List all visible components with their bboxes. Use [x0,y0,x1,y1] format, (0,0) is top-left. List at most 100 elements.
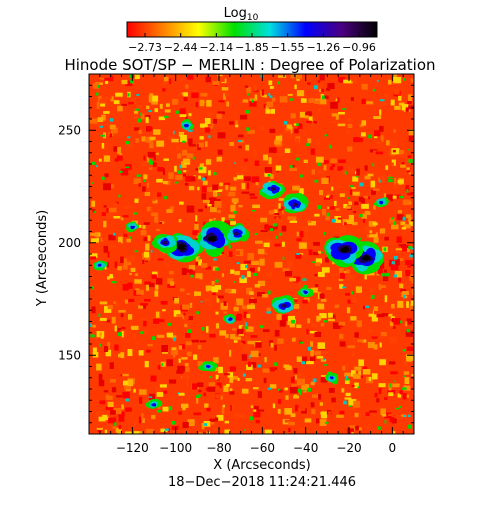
texture-cell [408,135,414,142]
texture-speck [400,320,403,324]
texture-cell [328,411,331,415]
map-features [93,118,389,409]
texture-cell [264,429,272,434]
texture-cell [197,186,200,191]
texture-cell [268,147,276,153]
texture-cell [113,100,120,105]
texture-cell [223,301,227,306]
texture-cell [122,391,130,399]
texture-cell [338,77,346,82]
texture-cell [123,230,128,238]
texture-speck [109,118,114,122]
texture-cell [314,274,318,277]
texture-cell [330,314,336,320]
texture-cell [261,94,268,98]
texture-speck [384,419,387,424]
texture-cell [162,406,169,412]
texture-speck [302,389,305,392]
texture-cell [394,105,401,110]
texture-speck [324,134,327,137]
texture-cell [231,198,239,203]
texture-cell [276,314,283,320]
texture-cell [365,412,370,417]
texture-cell [219,182,223,187]
texture-cell [201,422,205,430]
texture-cell [117,266,122,271]
texture-cell [96,410,105,418]
texture-cell [146,136,153,143]
texture-cell [285,395,289,400]
colorbar-tick-label: −1.85 [235,41,269,54]
texture-cell [243,311,248,319]
texture-cell [213,191,217,197]
texture-speck [233,281,236,283]
texture-cell [268,80,273,86]
texture-cell [213,357,219,364]
texture-cell [373,116,382,119]
texture-cell [302,390,307,393]
texture-cell [367,173,374,177]
texture-cell [116,155,123,161]
texture-cell [96,427,103,430]
texture-speck [148,160,154,165]
texture-cell [229,377,234,383]
texture-cell [247,253,254,260]
texture-cell [249,193,255,196]
texture-cell [257,391,262,398]
texture-cell [103,183,111,191]
texture-cell [96,237,99,242]
texture-cell [393,77,402,84]
texture-cell [141,413,144,420]
texture-cell [320,298,327,302]
texture-speck [259,325,264,328]
texture-cell [127,349,133,356]
texture-cell [118,414,125,422]
texture-cell [291,164,295,168]
texture-cell [99,317,107,321]
texture-cell [408,221,413,226]
texture-cell [209,206,217,213]
texture-cell [90,238,99,243]
texture-cell [397,393,402,398]
texture-cell [302,299,308,304]
texture-speck [246,127,250,131]
texture-speck [307,387,312,392]
texture-cell [140,230,147,236]
texture-cell [370,180,376,188]
texture-cell [309,331,317,334]
texture-cell [218,366,223,374]
texture-speck [302,278,307,281]
texture-cell [180,78,183,82]
texture-speck [241,275,245,279]
y-tick-label: 200 [58,236,81,250]
texture-cell [163,390,168,394]
texture-cell [321,209,326,216]
texture-cell [114,408,122,415]
texture-cell [168,172,174,180]
texture-cell [397,179,404,184]
texture-cell [239,342,244,347]
texture-cell [92,209,96,213]
texture-cell [162,88,166,92]
texture-cell [351,350,355,357]
texture-cell [344,372,353,377]
texture-cell [398,150,405,155]
texture-cell [110,379,116,383]
texture-cell [239,277,247,283]
texture-cell [237,377,240,381]
texture-speck [303,285,308,289]
texture-cell [278,217,283,224]
texture-cell [130,325,139,330]
texture-cell [156,278,163,285]
texture-speck [267,387,272,390]
texture-cell [315,258,322,264]
texture-cell [279,96,288,103]
texture-cell [202,180,208,185]
texture-cell [106,423,113,430]
texture-cell [391,224,399,230]
texture-cell [275,216,280,224]
texture-cell [238,413,246,419]
texture-cell [169,271,174,275]
texture-cell [303,297,310,302]
texture-cell [348,214,354,222]
